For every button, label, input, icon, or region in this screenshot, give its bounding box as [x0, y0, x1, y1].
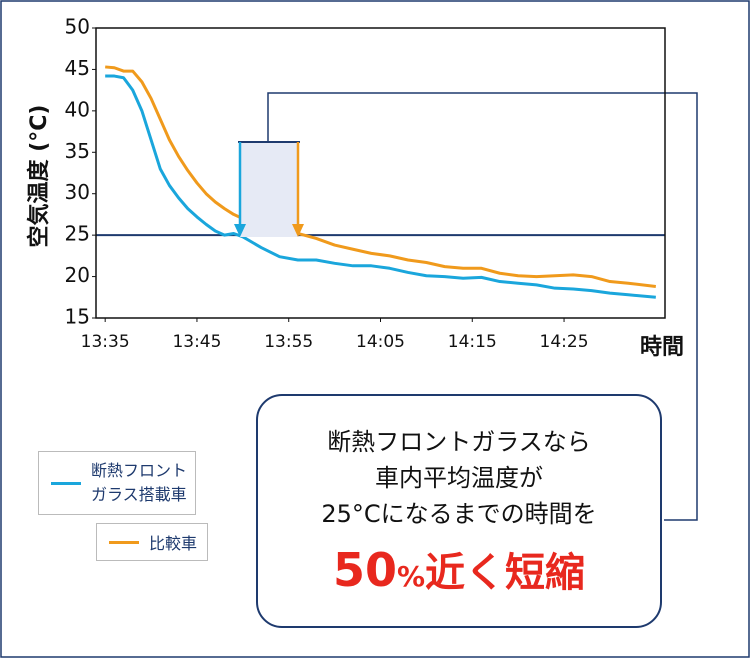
- y-tick-label: 25: [65, 222, 90, 246]
- legend-swatch: [51, 481, 81, 485]
- connector: [267, 92, 698, 521]
- x-tick-label: 13:55: [264, 332, 313, 352]
- callout-line: 25°Cになるまでの時間を: [321, 500, 597, 528]
- callout: 断熱フロントガラスなら 車内平均温度が 25°Cになるまでの時間を 50%近く短…: [256, 394, 662, 628]
- highlight-unit: %: [396, 560, 426, 593]
- x-axis-label: 時間: [640, 335, 684, 360]
- y-tick-label: 35: [65, 139, 90, 163]
- y-axis-label: 空気温度 (°C): [26, 105, 52, 248]
- highlight-number: 50: [332, 543, 397, 597]
- gap-area: [240, 142, 298, 237]
- callout-highlight: 50%近く短縮: [258, 540, 660, 598]
- y-tick-label: 40: [65, 97, 90, 121]
- legend-item: 断熱フロントガラス搭載車: [38, 451, 196, 515]
- x-tick-label: 14:15: [448, 332, 497, 352]
- y-tick-label: 15: [65, 305, 90, 329]
- y-tick-label: 45: [65, 56, 90, 80]
- y-tick-label: 50: [65, 15, 90, 39]
- arrow-head: [234, 224, 246, 237]
- legend-item: 比較車: [96, 523, 209, 561]
- plot-border: [95, 27, 666, 319]
- callout-line: 車内平均温度が: [375, 464, 543, 492]
- legend-label: 断熱フロントガラス搭載車: [91, 461, 188, 504]
- y-tick-label: 20: [65, 263, 90, 287]
- callout-line: 断熱フロントガラスなら: [327, 428, 591, 456]
- x-tick-label: 13:35: [81, 332, 130, 352]
- series-line: [105, 74, 656, 299]
- x-tick-label: 14:05: [356, 332, 405, 352]
- legend-label: 比較車: [149, 534, 198, 553]
- x-tick-label: 13:45: [172, 332, 221, 352]
- legend-swatch: [109, 540, 139, 544]
- arrow-head: [292, 224, 304, 237]
- highlight-text: 近く短縮: [425, 550, 586, 596]
- series-line: [105, 65, 657, 289]
- x-tick-label: 14:25: [540, 332, 589, 352]
- y-tick-label: 30: [65, 180, 90, 204]
